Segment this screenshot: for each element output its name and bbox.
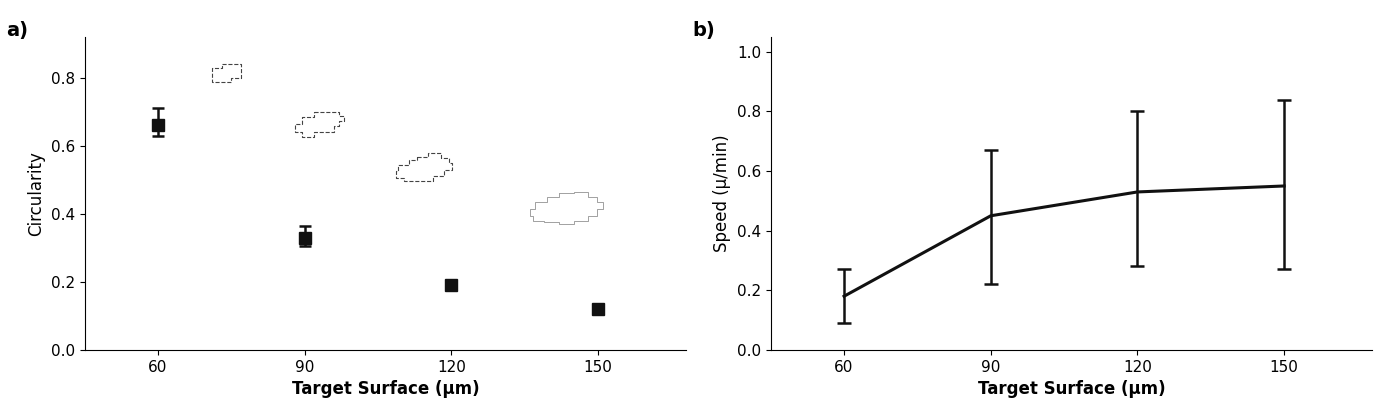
- X-axis label: Target Surface (μm): Target Surface (μm): [978, 380, 1166, 398]
- Text: b): b): [692, 21, 715, 40]
- X-axis label: Target Surface (μm): Target Surface (μm): [291, 380, 479, 398]
- Y-axis label: Circularity: Circularity: [26, 151, 45, 236]
- Y-axis label: Speed (μ/min): Speed (μ/min): [713, 134, 731, 252]
- Text: a): a): [7, 21, 28, 40]
